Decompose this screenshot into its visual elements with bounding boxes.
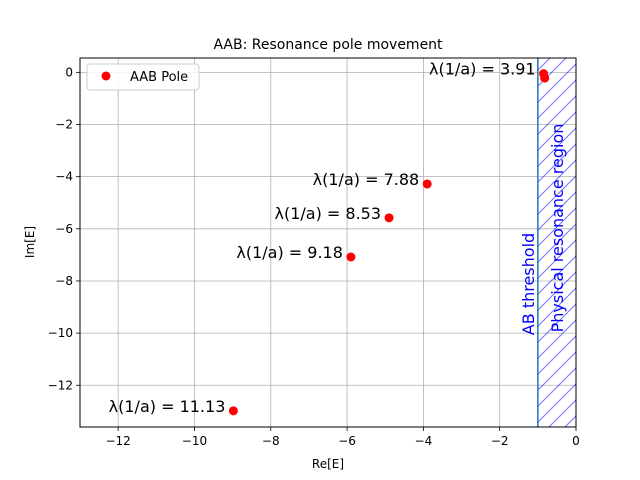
x-tick-label: −6 [338, 434, 356, 448]
y-tick-label: −4 [55, 170, 73, 184]
pole-annotation: λ(1/a) = 7.88 [313, 170, 420, 189]
y-tick-label: 0 [65, 65, 73, 79]
x-tick-label: −8 [262, 434, 280, 448]
pole-points [228, 69, 550, 416]
x-tick-label: −4 [415, 434, 433, 448]
x-tick-label: −2 [491, 434, 509, 448]
pole-point [422, 179, 432, 189]
ab-threshold-label: AB threshold [519, 233, 538, 335]
pole-annotation: λ(1/a) = 9.18 [236, 243, 343, 262]
x-tick-label: −12 [105, 434, 130, 448]
legend: AAB Pole [86, 63, 200, 91]
pole-annotation: λ(1/a) = 3.91 [429, 60, 536, 79]
region-hatch [537, 58, 576, 427]
y-tick-label: −2 [55, 117, 73, 131]
grid [80, 58, 577, 427]
x-axis-ticks: −12 −10 −8 −6 −4 −2 0 [105, 427, 580, 448]
physical-resonance-region [537, 58, 576, 427]
legend-entry: AAB Pole [130, 70, 188, 85]
pole-annotation: λ(1/a) = 11.13 [109, 397, 226, 416]
pole-annotation: λ(1/a) = 8.53 [275, 204, 382, 223]
x-axis-label: Re[E] [312, 457, 344, 471]
physical-region-label: Physical resonance region [548, 124, 567, 333]
pole-point [540, 73, 550, 83]
y-axis-label: Im[E] [23, 226, 37, 258]
plot-frame [79, 57, 577, 428]
annotations: λ(1/a) = 3.91 λ(1/a) = 7.88 λ(1/a) = 8.53 λ… [109, 60, 536, 416]
y-axis-ticks: 0 −2 −4 −6 −8 −10 −12 [48, 65, 80, 392]
x-tick-label: −10 [182, 434, 207, 448]
y-tick-label: −6 [55, 222, 73, 236]
x-tick-label: 0 [572, 434, 580, 448]
y-tick-label: −8 [55, 274, 73, 288]
region-labels: AB threshold Physical resonance region [519, 124, 567, 336]
y-tick-label: −12 [48, 378, 73, 392]
y-tick-label: −10 [48, 326, 73, 340]
legend-marker [101, 71, 111, 81]
pole-point [346, 252, 356, 262]
pole-point [228, 406, 238, 416]
chart-title: AAB: Resonance pole movement [213, 37, 443, 53]
legend-box [86, 63, 200, 91]
pole-point [384, 213, 394, 223]
